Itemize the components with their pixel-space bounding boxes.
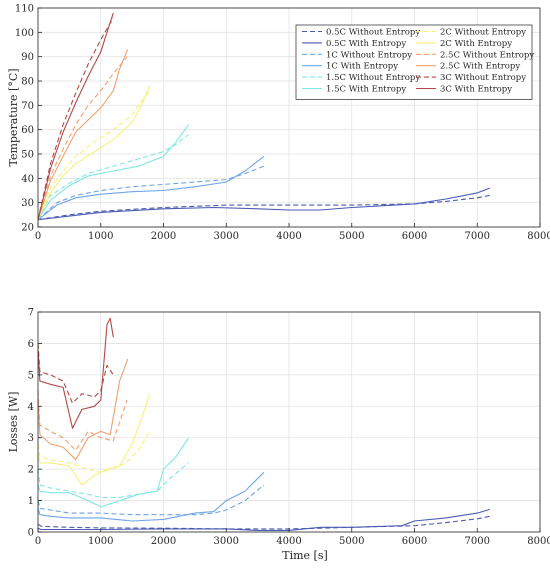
y-tick-label: 7 bbox=[28, 308, 34, 319]
series-line-loss-4 bbox=[37, 462, 189, 498]
x-tick-label: 8000 bbox=[527, 231, 550, 242]
legend-label: 2C Without Entropy bbox=[440, 28, 526, 38]
legend-label: 1C Without Entropy bbox=[326, 50, 412, 60]
legend-label: 0.5C With Entropy bbox=[326, 39, 406, 49]
x-axis-label: Time [s] bbox=[282, 549, 328, 562]
x-tick-label: 1000 bbox=[88, 231, 113, 242]
x-tick-label: 6000 bbox=[402, 231, 427, 242]
y-tick-label: 6 bbox=[28, 339, 34, 350]
y-tick-label: 110 bbox=[15, 4, 34, 15]
legend-label: 2.5C Without Entropy bbox=[440, 50, 534, 60]
series-line-temp-10 bbox=[37, 17, 114, 220]
series-line-temp-1 bbox=[37, 187, 490, 221]
y-tick-label: 5 bbox=[28, 370, 34, 381]
legend-label: 1.5C Without Entropy bbox=[326, 73, 420, 83]
series-line-temp-5 bbox=[37, 124, 190, 220]
series-line-loss-5 bbox=[37, 437, 190, 508]
y-tick-label: 2 bbox=[28, 465, 34, 476]
legend-label: 1C With Entropy bbox=[326, 62, 398, 72]
losses-plot: 0 1000 2000 3000 4000 5000 6000 7000 8000 0 1 2 3 4 5 6… bbox=[7, 308, 550, 563]
legend-label: 3C Without Entropy bbox=[440, 73, 526, 83]
legend-label: 2C With Entropy bbox=[440, 39, 512, 49]
legend-label: 3C With Entropy bbox=[440, 85, 512, 95]
x-tick-label: 5000 bbox=[339, 536, 364, 547]
y-tick-label: 3 bbox=[28, 433, 34, 444]
series-line-temp-3 bbox=[37, 155, 265, 221]
y-tick-label: 80 bbox=[21, 77, 34, 88]
series-line-loss-8 bbox=[37, 390, 128, 451]
series-line-temp-8 bbox=[37, 56, 128, 220]
y-tick-label: 50 bbox=[21, 150, 34, 161]
y-tick-label: 40 bbox=[21, 174, 34, 185]
x-tick-label: 6000 bbox=[402, 536, 427, 547]
series-line-temp-4 bbox=[37, 134, 189, 220]
y-tick-label: 90 bbox=[21, 52, 34, 63]
x-tick-label: 7000 bbox=[465, 536, 490, 547]
series-line-loss-6 bbox=[37, 431, 151, 473]
series-line-temp-11 bbox=[37, 12, 114, 220]
series-line-temp-0 bbox=[37, 194, 490, 221]
y-tick-label: 1 bbox=[28, 496, 34, 507]
y-tick-label: 30 bbox=[21, 198, 34, 209]
x-tick-label: 1000 bbox=[88, 536, 113, 547]
legend-label: 1.5C With Entropy bbox=[326, 85, 406, 95]
series-line-loss-3 bbox=[37, 471, 265, 522]
series-line-temp-7 bbox=[37, 85, 151, 220]
legend-label: 2.5C With Entropy bbox=[440, 62, 520, 72]
legend-box bbox=[295, 24, 533, 100]
series-line-loss-10 bbox=[37, 343, 114, 404]
x-tick-label: 7000 bbox=[465, 231, 490, 242]
x-tick-label: 4000 bbox=[276, 231, 301, 242]
series-line-loss-2 bbox=[37, 484, 265, 516]
y-tick-label: 60 bbox=[21, 125, 34, 136]
x-tick-label: 3000 bbox=[214, 231, 239, 242]
y-tick-label: 4 bbox=[28, 402, 34, 413]
x-tick-label: 0 bbox=[35, 231, 41, 242]
series-line-loss-9 bbox=[37, 358, 129, 461]
y-tick-label: 70 bbox=[21, 101, 34, 112]
x-tick-label: 4000 bbox=[276, 536, 301, 547]
series-line-temp-9 bbox=[37, 49, 129, 220]
y-tick-label: 100 bbox=[15, 28, 34, 39]
x-tick-label: 8000 bbox=[527, 536, 550, 547]
series-line-loss-11 bbox=[37, 317, 114, 429]
series-line-temp-2 bbox=[37, 165, 265, 221]
x-tick-label: 2000 bbox=[151, 231, 176, 242]
y-axis-label: Temperature [°C] bbox=[7, 68, 20, 166]
x-tick-label: 0 bbox=[35, 536, 41, 547]
x-tick-label: 3000 bbox=[214, 536, 239, 547]
y-tick-label: 0 bbox=[28, 528, 34, 539]
x-tick-label: 2000 bbox=[151, 536, 176, 547]
y-axis-label: Losses [W] bbox=[7, 392, 20, 453]
temperature-plot: 0 1000 2000 3000 4000 5000 6000 7000 8000 20 30 40 5… bbox=[7, 4, 550, 243]
series-line-temp-6 bbox=[37, 90, 151, 220]
x-tick-label: 5000 bbox=[339, 231, 364, 242]
y-tick-label: 20 bbox=[21, 223, 34, 234]
legend-label: 0.5C Without Entropy bbox=[326, 28, 420, 38]
series-line-loss-7 bbox=[37, 393, 151, 486]
